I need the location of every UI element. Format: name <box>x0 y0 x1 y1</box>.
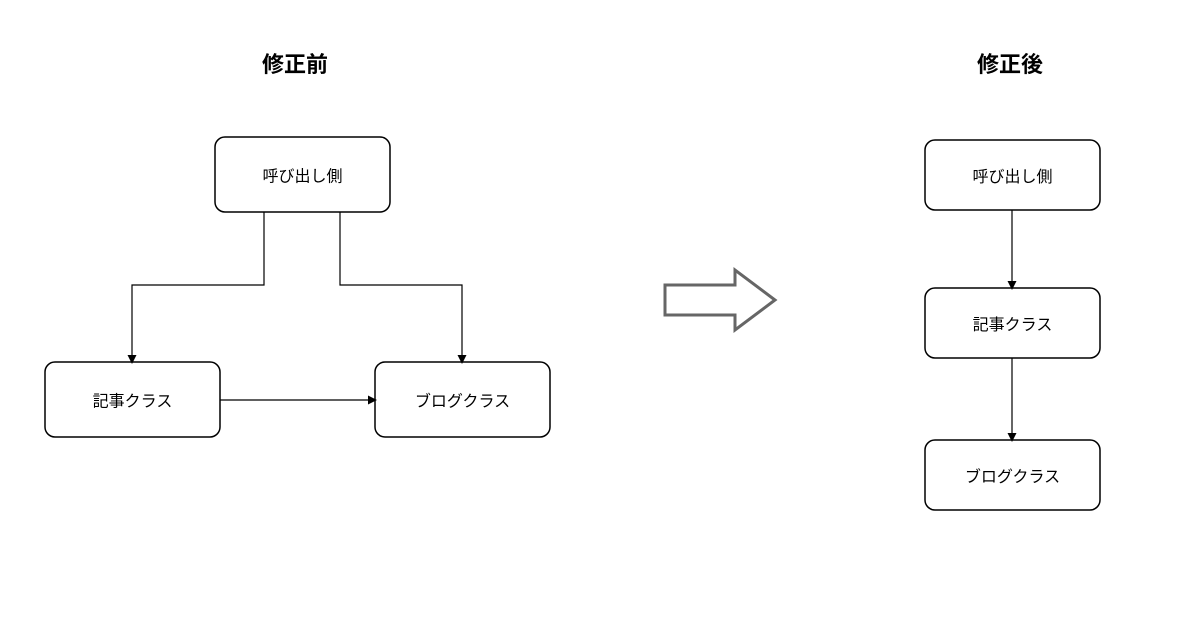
node-left-caller-label: 呼び出し側 <box>262 163 342 187</box>
node-right-blog: ブログクラス <box>925 440 1100 510</box>
node-left-article: 記事クラス <box>45 362 220 437</box>
node-left-blog-label: ブログクラス <box>415 388 510 412</box>
node-left-article-label: 記事クラス <box>93 388 173 412</box>
diagram-canvas: 修正前 修正後 呼び出し側 記事クラス ブログクラス 呼び出し側 記事クラス ブ… <box>0 0 1200 631</box>
transition-arrow-icon <box>665 270 775 330</box>
node-left-caller: 呼び出し側 <box>215 137 390 212</box>
node-right-article: 記事クラス <box>925 288 1100 358</box>
title-after: 修正後 <box>977 47 1043 79</box>
node-left-blog: ブログクラス <box>375 362 550 437</box>
node-right-blog-label: ブログクラス <box>965 463 1060 487</box>
node-right-caller-label: 呼び出し側 <box>972 163 1052 187</box>
edge-left-caller-to-blog <box>340 212 462 362</box>
edge-left-caller-to-article <box>132 212 264 362</box>
node-right-article-label: 記事クラス <box>973 311 1053 335</box>
title-before: 修正前 <box>262 47 328 79</box>
node-right-caller: 呼び出し側 <box>925 140 1100 210</box>
